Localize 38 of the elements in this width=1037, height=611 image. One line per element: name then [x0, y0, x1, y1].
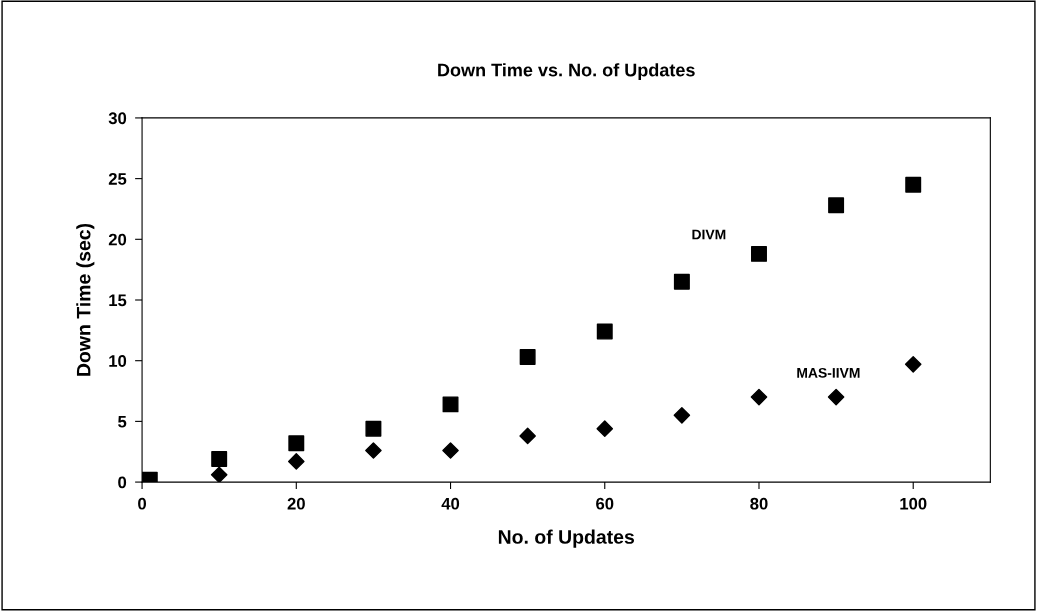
point: [442, 442, 459, 459]
y-axis-title: Down Time (sec): [76, 223, 95, 376]
point: [751, 245, 767, 262]
point: [365, 442, 382, 459]
series-label: DIVM: [692, 229, 726, 240]
x-tick-label: 60: [596, 497, 614, 510]
x-tick-label: 100: [900, 497, 927, 510]
point: [673, 407, 691, 424]
point: [519, 427, 536, 445]
series-label: MAS-IIVM: [797, 367, 860, 378]
point: [827, 388, 845, 406]
point: [904, 356, 922, 373]
y-tick-label: 30: [108, 112, 127, 125]
y-tick-label: 15: [109, 294, 127, 307]
point: [596, 420, 614, 437]
point: [211, 451, 228, 467]
point: [442, 396, 459, 413]
y-tick-label: 5: [118, 415, 127, 428]
point: [905, 176, 922, 193]
y-tick-label: 20: [108, 233, 127, 246]
x-tick-label: 80: [750, 497, 768, 510]
point: [750, 388, 768, 406]
x-tick-label: 20: [287, 497, 305, 510]
y-tick-label: 0: [118, 476, 127, 489]
point: [519, 349, 536, 366]
x-tick-label: 0: [138, 497, 147, 510]
y-tick-label: 10: [109, 355, 127, 367]
point: [288, 435, 305, 452]
y-tick-label: 25: [108, 173, 127, 185]
point: [596, 323, 613, 340]
point: [673, 273, 690, 290]
point: [828, 197, 845, 214]
x-tick-label: 40: [441, 497, 460, 510]
point: [365, 420, 382, 437]
x-axis-title: No. of Updates: [498, 529, 635, 548]
point: [210, 466, 228, 483]
chart-title: Down Time vs. No. of Updates: [438, 63, 695, 80]
point: [287, 453, 305, 470]
